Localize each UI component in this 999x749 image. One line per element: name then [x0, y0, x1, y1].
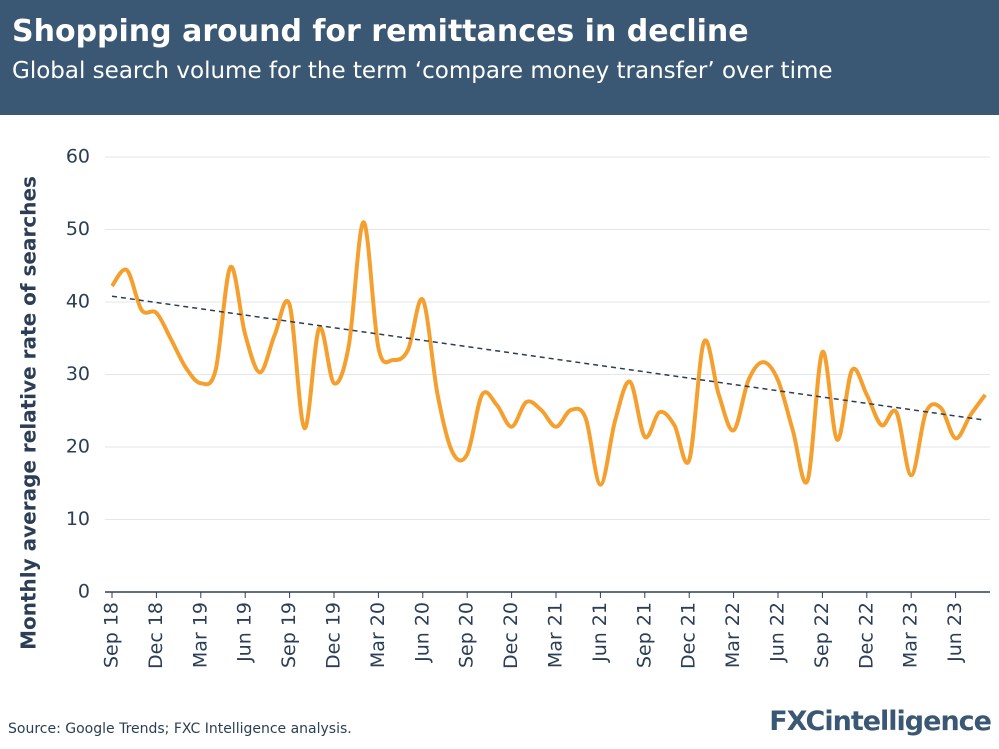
header: Shopping around for remittances in decli… — [0, 0, 999, 115]
x-tick-label: Sep 21 — [633, 602, 655, 668]
x-tick-label: Jun 23 — [944, 602, 966, 663]
data-line — [110, 220, 987, 487]
x-tick-label: Sep 18 — [101, 602, 123, 668]
x-tick-label: Sep 22 — [811, 602, 833, 668]
x-tick-label: Dec 19 — [323, 602, 345, 669]
chart-title: Shopping around for remittances in decli… — [12, 14, 749, 49]
y-tick-label: 60 — [66, 146, 90, 168]
x-tick-label: Mar 21 — [545, 602, 567, 668]
y-tick-label: 0 — [78, 581, 90, 603]
x-tick-label: Dec 18 — [145, 602, 167, 669]
y-axis-label: Monthly average relative rate of searche… — [17, 176, 41, 650]
y-tick-label: 40 — [66, 291, 90, 313]
y-tick-label: 10 — [66, 508, 90, 530]
chart-subtitle: Global search volume for the term ‘compa… — [12, 58, 833, 84]
x-tick-label: Dec 22 — [855, 602, 877, 669]
x-tick-label: Sep 19 — [278, 602, 300, 668]
x-tick-label: Mar 23 — [900, 602, 922, 668]
y-tick-label: 20 — [66, 436, 90, 458]
logo: FXCintelligence — [769, 706, 992, 737]
x-tick-label: Jun 19 — [234, 602, 256, 663]
x-tick-label: Dec 21 — [678, 602, 700, 669]
y-tick-label: 30 — [66, 363, 90, 385]
x-tick-label: Dec 20 — [500, 602, 522, 669]
x-tick-label: Sep 20 — [456, 602, 478, 668]
x-tick-label: Jun 21 — [589, 602, 611, 663]
x-tick-label: Mar 19 — [189, 602, 211, 668]
x-tick-label: Jun 20 — [411, 602, 433, 663]
source-note: Source: Google Trends; FXC Intelligence … — [8, 721, 352, 737]
x-tick-label: Mar 20 — [367, 602, 389, 668]
x-tick-label: Jun 22 — [767, 602, 789, 663]
trend-line — [111, 295, 986, 421]
x-tick-label: Mar 22 — [722, 602, 744, 668]
y-tick-label: 50 — [66, 218, 90, 240]
